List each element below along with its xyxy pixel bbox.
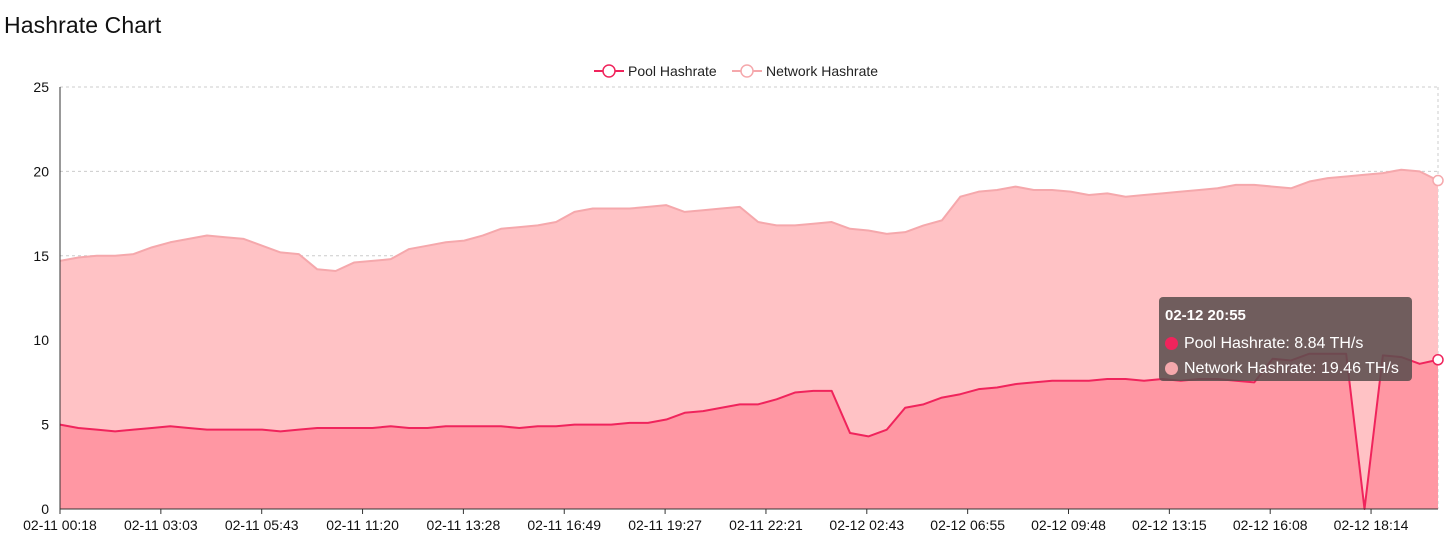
x-tick-label-7: 02-11 22:21 [729,517,803,533]
series-areas [59,168,1439,510]
tooltip-row-pool: Pool Hashrate: 8.84 TH/s [1165,331,1406,356]
legend-marker-pool-icon [602,64,616,78]
y-tick-label-5: 5 [41,417,49,433]
pool-dot-icon [1165,337,1178,350]
legend-item-pool-hashrate[interactable]: Pool Hashrate [594,63,717,79]
y-tick-label-0: 0 [41,501,49,517]
tooltip-time: 02-12 20:55 [1165,307,1246,324]
network-hashrate-end-marker [1432,174,1444,187]
x-tick-label-3: 02-11 11:20 [326,517,399,533]
y-tick-label-25: 25 [33,79,49,95]
tooltip-row-network: Network Hashrate: 19.46 TH/s [1165,356,1406,381]
tooltip-network-value: Network Hashrate: 19.46 TH/s [1184,359,1399,377]
x-tick-label-12: 02-12 16:08 [1233,517,1308,533]
legend-label-network: Network Hashrate [766,63,878,79]
x-tick-label-10: 02-12 09:48 [1031,517,1106,533]
x-tick-label-2: 02-11 05:43 [225,517,299,533]
end-markers [1432,174,1444,366]
tooltip-pool-value: Pool Hashrate: 8.84 TH/s [1184,334,1364,352]
legend-item-network-hashrate[interactable]: Network Hashrate [732,63,878,79]
page-title: Hashrate Chart [4,12,162,38]
x-tick-label-8: 02-12 02:43 [829,517,904,533]
x-tick-label-1: 02-11 03:03 [124,517,198,533]
axes: 0 5 10 15 20 25 02-11 00:18 02-11 03:03 02-11 05… [23,79,1438,533]
x-tick-label-11: 02-12 13:15 [1132,517,1207,533]
network-hashrate-line [59,168,1439,272]
x-tick-label-9: 02-12 06:55 [930,517,1005,533]
y-tick-label-15: 15 [33,248,49,264]
legend-marker-network-icon [740,64,754,78]
network-dot-icon [1165,362,1178,375]
x-tick-label-13: 02-12 18:14 [1334,517,1409,533]
x-tick-label-6: 02-11 19:27 [628,517,702,533]
x-tick-label-0: 02-11 00:18 [23,517,97,533]
x-tick-label-4: 02-11 13:28 [427,517,501,533]
chart-tooltip: 02-12 20:55 Pool Hashrate: 8.84 TH/s Net… [1159,297,1412,381]
x-tick-label-5: 02-11 16:49 [527,517,601,533]
legend[interactable]: Pool Hashrate Network Hashrate [594,63,878,79]
legend-label-pool: Pool Hashrate [628,63,717,79]
pool-hashrate-area [60,353,1438,509]
y-tick-label-20: 20 [33,163,49,179]
y-tick-label-10: 10 [33,332,49,348]
pool-hashrate-end-marker [1432,354,1444,366]
